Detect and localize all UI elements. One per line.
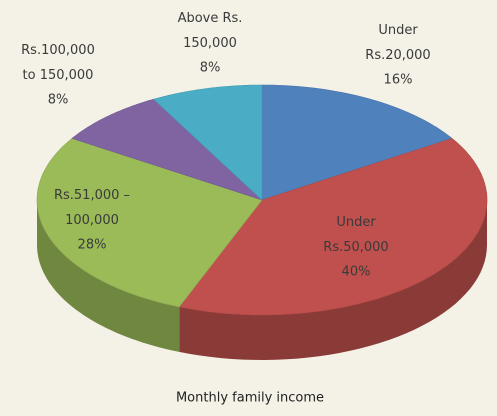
slice (261, 84, 453, 201)
slice-label: Rs.51,000 –100,000 (54, 188, 130, 228)
value-label: 8% (200, 61, 221, 76)
value-label: 40% (342, 265, 371, 280)
chart-title: Monthly family income (176, 391, 324, 406)
slice-side (37, 200, 180, 352)
value-label: 28% (78, 238, 107, 253)
slice-label: Under Rs.20,000 (365, 23, 430, 63)
slice-side (179, 200, 487, 360)
slice-label: Above Rs. 150,000 (178, 11, 243, 51)
value-label: 8% (48, 93, 69, 108)
slice (36, 138, 263, 308)
slice-label: Under Rs.50,000 (323, 215, 388, 255)
slice (71, 98, 263, 201)
slice (152, 84, 263, 201)
slice-label: Rs.100,000 to 150,000 (21, 43, 95, 83)
value-label: 16% (384, 73, 413, 88)
pie (36, 84, 488, 360)
slice (178, 138, 488, 316)
